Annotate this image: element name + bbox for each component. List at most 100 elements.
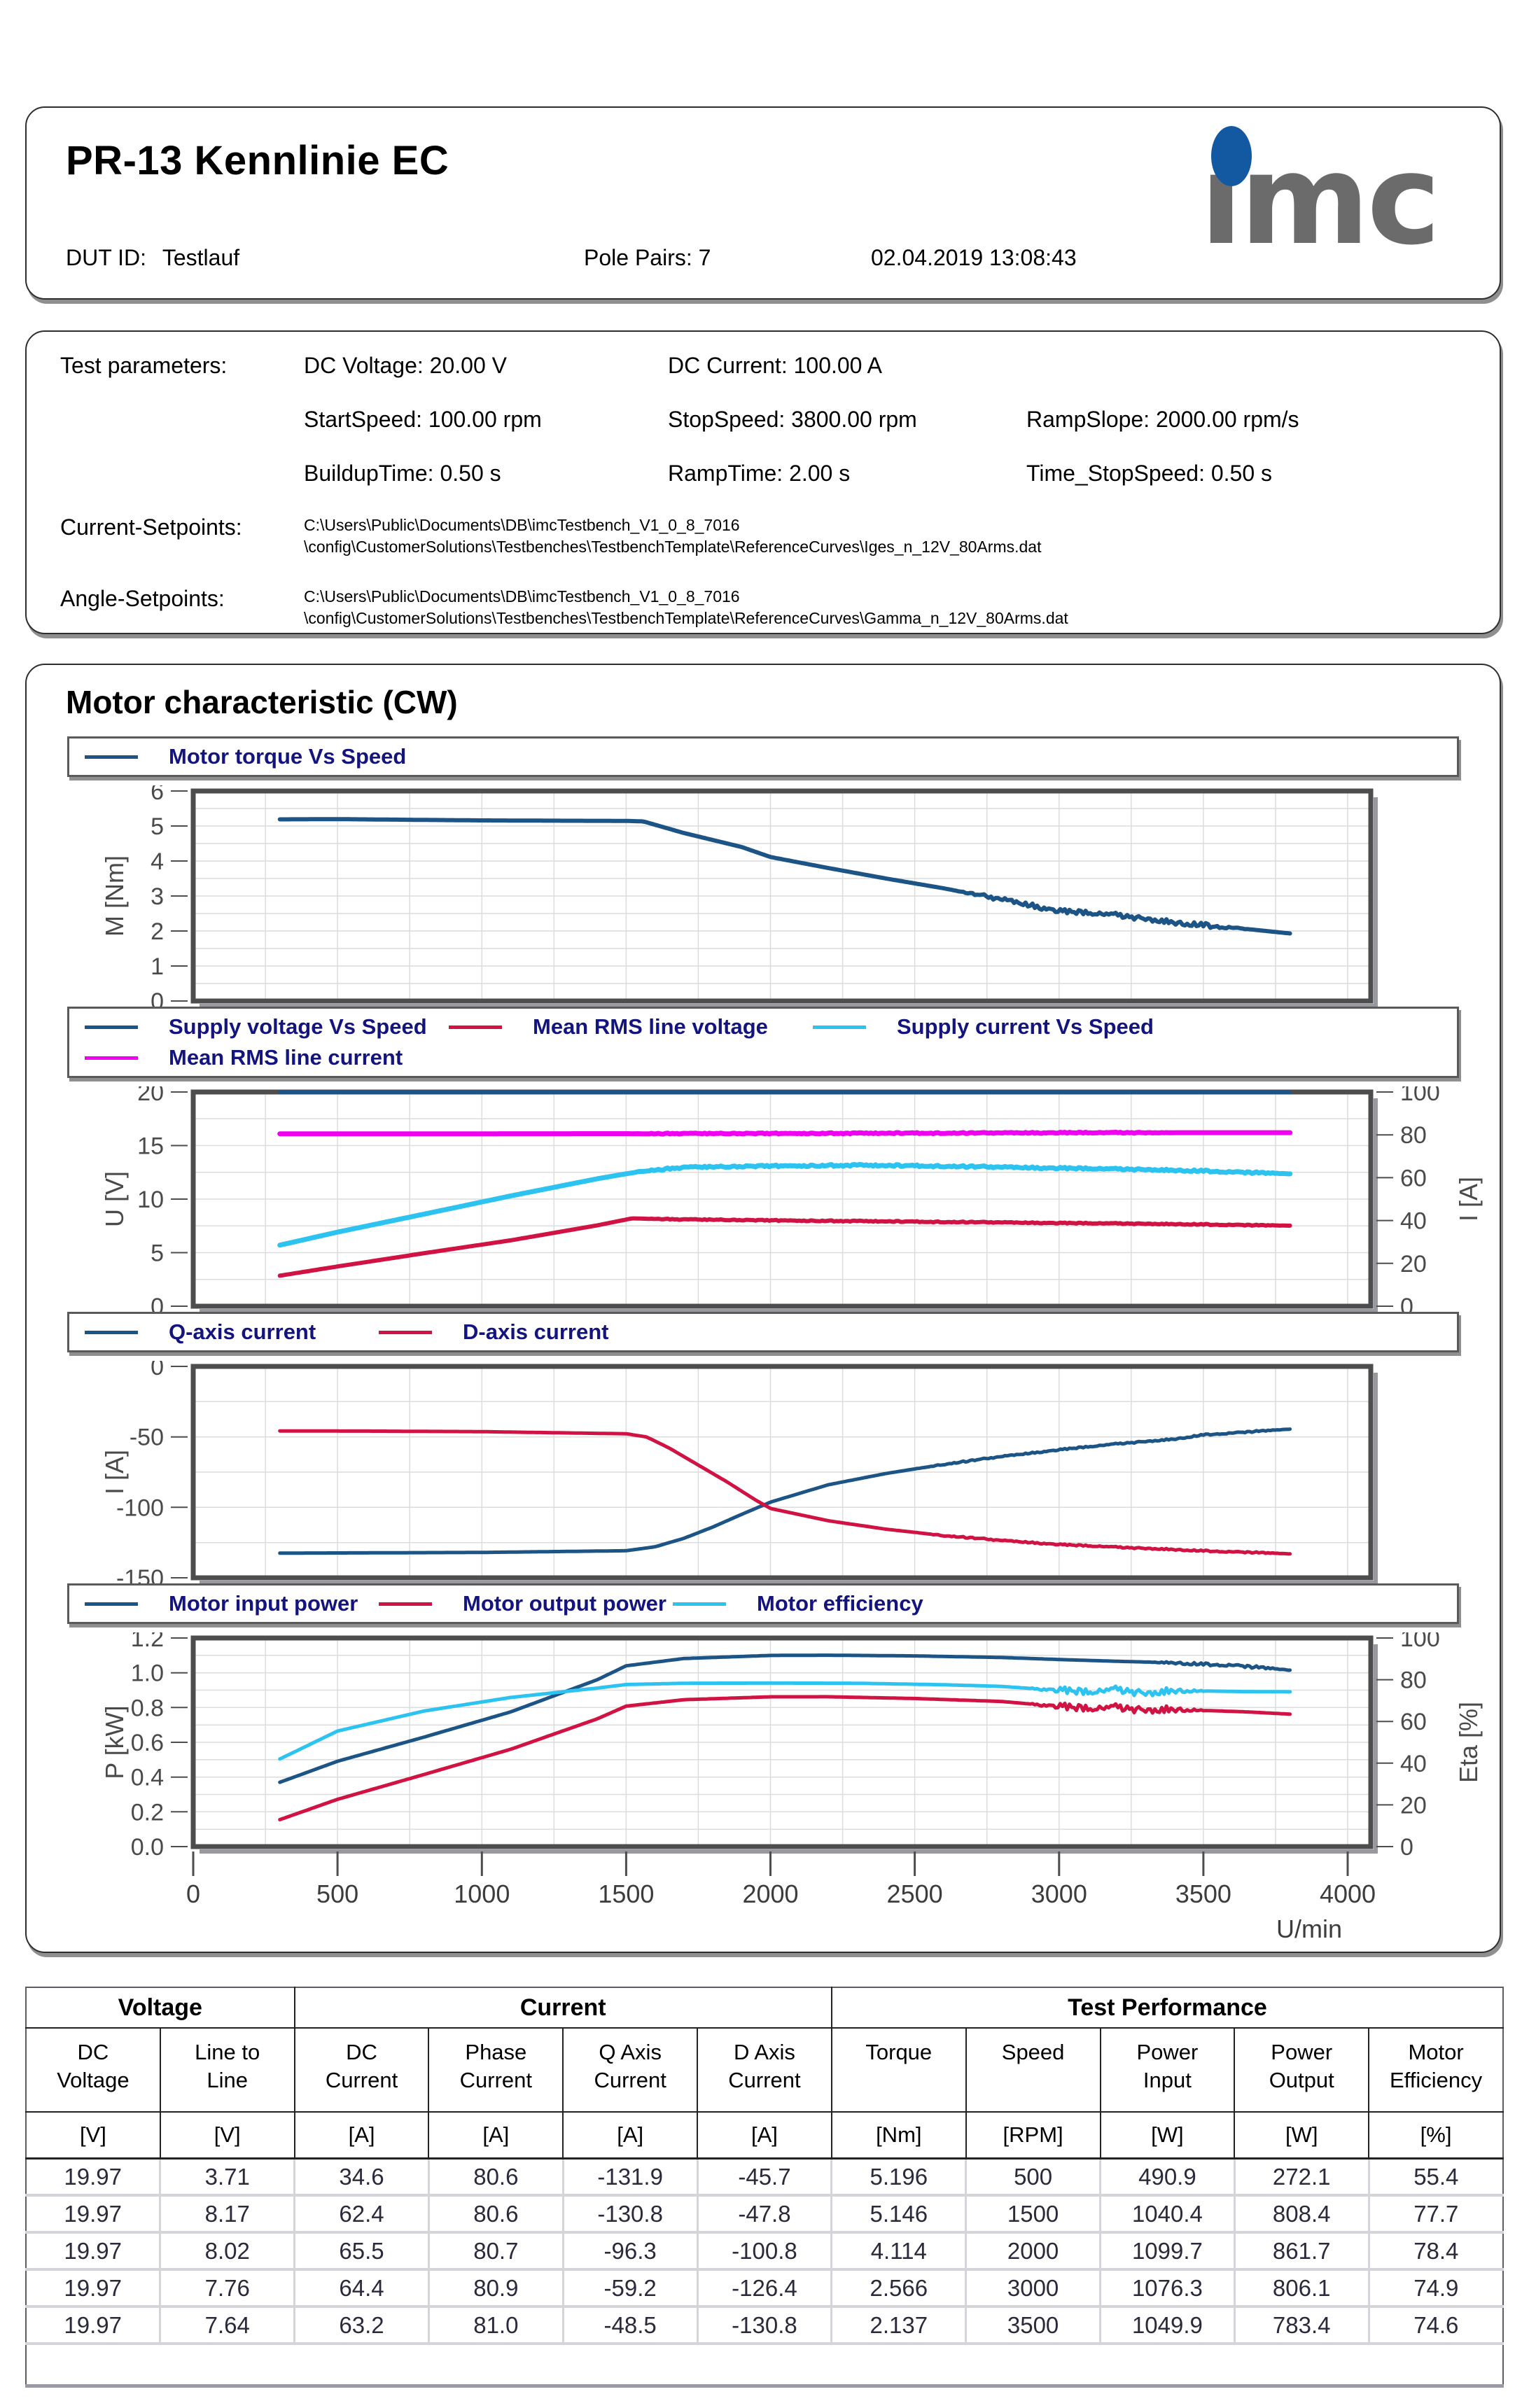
svg-text:0: 0	[151, 1361, 164, 1380]
unit-header: [RPM]	[965, 2112, 1101, 2160]
table-cell: 3000	[965, 2269, 1101, 2308]
svg-text:60: 60	[1400, 1709, 1427, 1735]
legend-label: Supply voltage Vs Speed	[169, 1014, 427, 1039]
column-header: Phase Current	[428, 2028, 564, 2113]
dut-id: DUT ID: Testlauf	[66, 245, 239, 271]
table-cell: 861.7	[1234, 2232, 1370, 2271]
svg-text:M [Nm]: M [Nm]	[100, 855, 129, 937]
param-time-stop-speed: Time_StopSpeed: 0.50 s	[1026, 461, 1273, 486]
table-column-header-row: DC Voltage Line to Line DC Current Phase Cu…	[26, 2028, 1503, 2113]
unit-header: [V]	[160, 2112, 295, 2160]
legend-line-sample-icon	[673, 1602, 726, 1606]
legend-item: Supply current Vs Speed	[797, 1011, 1161, 1042]
table-cell: 74.9	[1369, 2269, 1503, 2308]
column-header: Torque	[831, 2028, 967, 2113]
chart-power-and-efficiency: 1.2 1.0 0.8 0.6 0.4 0.2 0.0 P [kW] 100 80 60 40 20 0 E…	[27, 1632, 1500, 1944]
table-cell: 783.4	[1234, 2306, 1370, 2345]
legend-line-sample-icon	[85, 1056, 138, 1060]
chart-voltage-current-vs-speed: 20 15 10 5 0 U [V] 100 80 60 40 20 0 I [A]	[27, 1086, 1500, 1312]
legend-line-sample-icon	[85, 755, 138, 759]
legend-power-and-efficiency: Motor input power Motor output power Motor…	[67, 1583, 1459, 1624]
param-row-3: BuildupTime: 0.50 s RampTime: 2.00 s Tim…	[60, 461, 1479, 486]
svg-text:20: 20	[1400, 1792, 1427, 1819]
table-cell: 1049.9	[1100, 2306, 1236, 2345]
table-group-header-row: Voltage Current Test Performance	[26, 1987, 1503, 2029]
current-setpoints-label: Current-Setpoints:	[60, 514, 242, 540]
legend-item: Motor output power	[363, 1588, 666, 1619]
legend-item: Motor efficiency	[657, 1588, 951, 1619]
table-cell: 808.4	[1234, 2195, 1370, 2234]
svg-text:5: 5	[151, 813, 164, 840]
svg-text:I [A]: I [A]	[1454, 1177, 1483, 1222]
legend-item: Mean RMS line current	[69, 1042, 433, 1073]
table-cell: 78.4	[1369, 2232, 1503, 2271]
legend-dq-axis-currents: Q-axis current D-axis current	[67, 1312, 1459, 1352]
pole-pairs: Pole Pairs: 7	[584, 245, 711, 270]
svg-text:3: 3	[151, 883, 164, 910]
table-cell: 500	[965, 2158, 1101, 2197]
current-setpoints-path: C:\Users\Public\Documents\DB\imcTestbenc…	[304, 516, 1042, 556]
table-cell: -100.8	[697, 2232, 833, 2271]
table-cell: 5.196	[831, 2158, 968, 2197]
svg-text:-50: -50	[130, 1424, 164, 1451]
svg-text:100: 100	[1400, 1086, 1440, 1106]
table-cell: 3.71	[160, 2158, 296, 2197]
table-cell: 19.97	[26, 2269, 162, 2308]
table-cell: 80.9	[428, 2269, 564, 2308]
legend-line-sample-icon	[813, 1025, 866, 1029]
table-cell: 5.146	[831, 2195, 968, 2234]
table-cell: 80.6	[428, 2195, 564, 2234]
chart-torque-vs-speed: 6 5 4 3 2 1 0 M [Nm]	[27, 785, 1500, 1007]
legend-label: Supply current Vs Speed	[897, 1014, 1154, 1039]
table-cell: -45.7	[697, 2158, 833, 2197]
table-cell: -48.5	[563, 2306, 699, 2345]
table-cell: -96.3	[563, 2232, 699, 2271]
imc-logo: ımc	[1200, 120, 1494, 295]
svg-text:Eta [%]: Eta [%]	[1454, 1702, 1483, 1783]
legend-item: Motor torque Vs Speed	[69, 741, 406, 772]
column-header: DC Voltage	[26, 2028, 161, 2113]
table-cell: -130.8	[697, 2306, 833, 2345]
svg-text:2: 2	[151, 918, 164, 945]
table-cell: 2.137	[831, 2306, 968, 2345]
table-cell: 4.114	[831, 2232, 968, 2271]
unit-header: [A]	[563, 2112, 699, 2160]
table-cell: 19.97	[26, 2232, 162, 2271]
svg-text:5: 5	[151, 1240, 164, 1267]
svg-text:15: 15	[137, 1133, 164, 1160]
angle-setpoints-label: Angle-Setpoints:	[60, 586, 225, 611]
unit-header: [%]	[1369, 2112, 1503, 2160]
unit-header: [W]	[1234, 2112, 1370, 2160]
svg-text:4000: 4000	[1320, 1879, 1376, 1908]
svg-text:3000: 3000	[1031, 1879, 1087, 1908]
legend-line-sample-icon	[85, 1025, 138, 1029]
svg-text:U [V]: U [V]	[100, 1171, 129, 1227]
table-cell: 65.5	[294, 2232, 430, 2271]
table-cell: 1076.3	[1100, 2269, 1236, 2308]
param-buildup-time: BuildupTime: 0.50 s	[304, 461, 501, 486]
svg-text:0: 0	[1400, 1294, 1413, 1312]
table-cell: 74.6	[1369, 2306, 1503, 2345]
svg-text:60: 60	[1400, 1165, 1427, 1191]
table-cell: 2000	[965, 2232, 1101, 2271]
unit-header: [V]	[26, 2112, 161, 2160]
svg-text:500: 500	[316, 1879, 358, 1908]
table-row: 19.97 7.64 63.2 81.0 -48.5 -130.8 2.137 3500 104…	[26, 2306, 1503, 2345]
param-start-speed: StartSpeed: 100.00 rpm	[304, 407, 542, 432]
table-cell: 8.02	[160, 2232, 296, 2271]
table-cell: 62.4	[294, 2195, 430, 2234]
svg-text:-150: -150	[116, 1565, 164, 1583]
legend-item: D-axis current	[363, 1317, 657, 1348]
report-title: PR-13 Kennlinie EC	[66, 138, 449, 183]
table-cell: 77.7	[1369, 2195, 1503, 2234]
table-cell: 80.6	[428, 2158, 564, 2197]
table-cell: 7.76	[160, 2269, 296, 2308]
table-cell: 272.1	[1234, 2158, 1370, 2197]
svg-text:20: 20	[1400, 1251, 1427, 1278]
table-cell: 490.9	[1100, 2158, 1236, 2197]
svg-text:0.2: 0.2	[131, 1799, 164, 1826]
param-ramp-time: RampTime: 2.00 s	[668, 461, 851, 486]
group-header: Voltage	[26, 1987, 295, 2029]
table-units-row: [V] [V] [A] [A] [A] [A] [Nm] [RPM] [W] [W] [%]	[26, 2112, 1503, 2160]
test-parameters-panel: Test parameters: DC Voltage: 20.00 V DC …	[25, 330, 1501, 634]
